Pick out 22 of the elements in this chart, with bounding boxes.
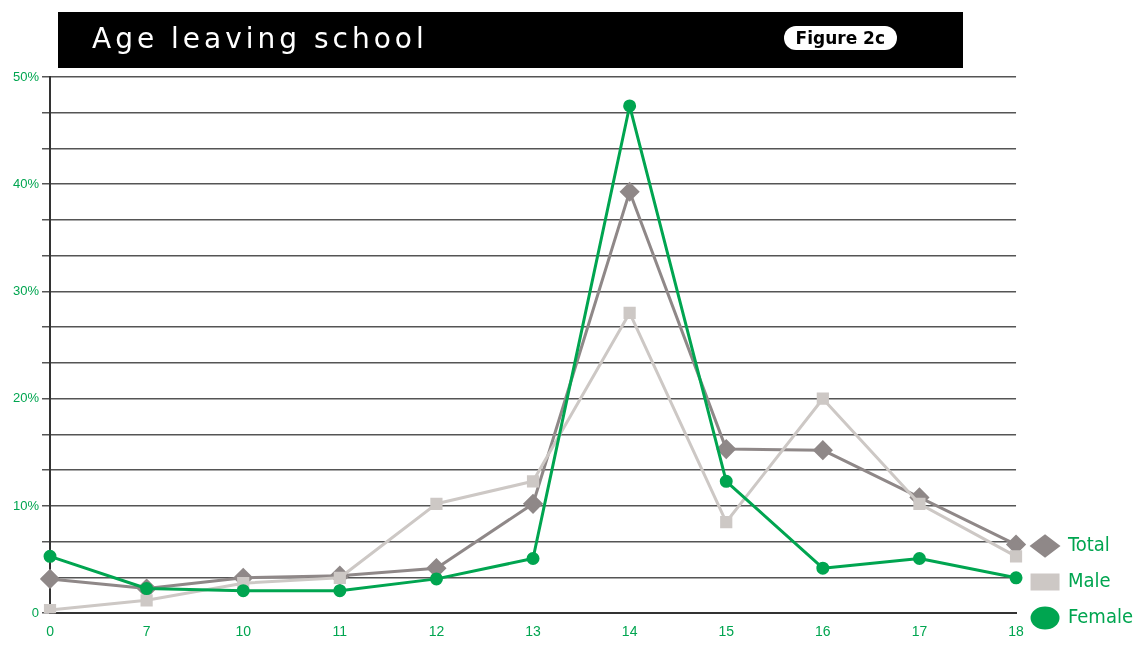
y-tick-label: 0 xyxy=(31,604,40,620)
x-tick-label: 12 xyxy=(428,623,445,640)
x-tick-label: 17 xyxy=(911,623,928,640)
x-tick-label: 7 xyxy=(142,623,151,640)
caption: Figure 2c xyxy=(783,26,897,50)
x-tick-label: 13 xyxy=(525,623,542,640)
y-tick-label: 30% xyxy=(12,283,40,299)
legend-label: Total xyxy=(1067,532,1110,557)
x-tick-label: 15 xyxy=(718,623,735,640)
legend-label: Male xyxy=(1068,568,1111,593)
legend-label: Female xyxy=(1068,604,1134,629)
y-tick-label: 10% xyxy=(12,497,40,513)
x-tick-label: 11 xyxy=(332,623,348,640)
x-tick-label: 18 xyxy=(1008,623,1025,640)
x-tick-label: 10 xyxy=(235,623,252,640)
y-tick-label: 20% xyxy=(12,390,40,406)
x-tick-label: 0 xyxy=(46,623,55,640)
x-tick-label: 14 xyxy=(621,623,638,640)
y-tick-label: 50% xyxy=(12,68,40,84)
y-tick-label: 40% xyxy=(12,175,40,191)
chart-title: Age leaving school xyxy=(92,22,428,55)
x-tick-label: 16 xyxy=(815,623,831,640)
